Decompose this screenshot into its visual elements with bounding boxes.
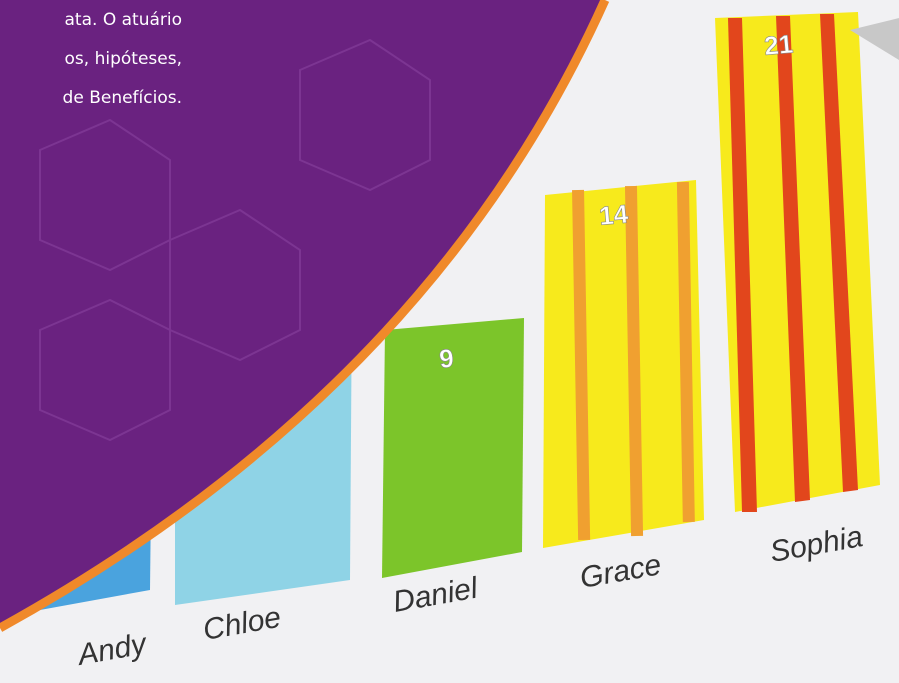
stripe [820,14,858,492]
banner-shape [0,0,605,628]
bar-value: 14 [598,199,630,231]
banner-text: de Benefícios. [63,88,182,108]
hex-pattern [39,38,431,442]
banner-text: ata. O atuário [65,10,182,30]
banner-text: os, hipóteses, [65,49,182,69]
pen [850,18,899,60]
bar-daniel [382,318,524,578]
stripe [624,185,644,537]
banner-edge [0,0,610,632]
stripe [572,189,591,541]
stripe [728,18,757,512]
bar-value: 21 [763,29,794,61]
stripe [776,16,810,502]
bar-value: 9 [438,343,455,374]
stripe [676,181,695,523]
